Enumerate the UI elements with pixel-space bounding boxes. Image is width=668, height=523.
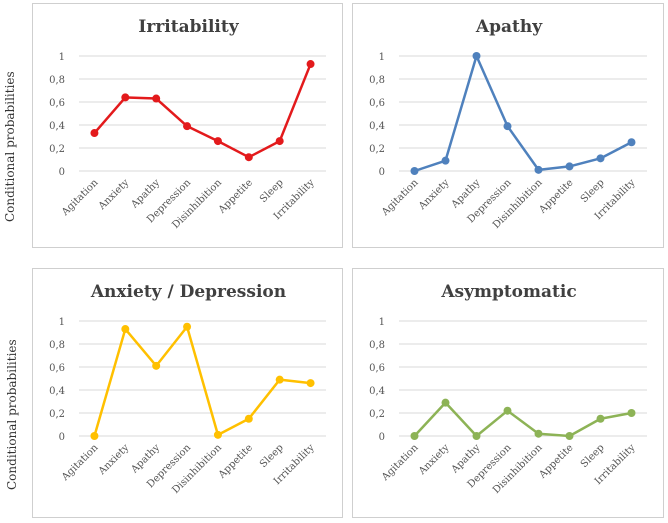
y-tick-label: 0,2 bbox=[369, 409, 385, 420]
x-category-label-anxiety: Anxiety bbox=[96, 442, 132, 478]
chart-panel-anxiety-depression: Anxiety / Depression 0 0,2 0,4 0,6 0,8 1 Agitat… bbox=[32, 268, 343, 518]
data-point-anxiety bbox=[121, 93, 130, 102]
data-point-disinhibition bbox=[213, 137, 222, 146]
chart-svg-asymptomatic: Asymptomatic 0 0,2 0,4 0,6 0,8 1 AgitationAnxie… bbox=[369, 282, 647, 496]
y-tick-label: 0,6 bbox=[49, 98, 65, 109]
data-point-depression bbox=[503, 122, 512, 131]
data-point-depression bbox=[183, 122, 192, 131]
data-point-sleep bbox=[596, 414, 605, 423]
chart-title: Irritability bbox=[138, 17, 239, 37]
series-line bbox=[413, 401, 632, 438]
x-category-label-agitation: Agitation bbox=[379, 177, 421, 219]
data-point-depression bbox=[183, 322, 192, 331]
data-point-disinhibition bbox=[213, 430, 222, 439]
chart-panel-asymptomatic: Asymptomatic 0 0,2 0,4 0,6 0,8 1 Agitation Anxie… bbox=[352, 268, 664, 518]
y-tick-label: 0,2 bbox=[49, 144, 65, 155]
x-category-label-agitation: Agitation bbox=[59, 442, 101, 484]
chart-title: Apathy bbox=[475, 17, 543, 37]
data-point-irritability bbox=[627, 409, 636, 417]
data-point-apathy bbox=[152, 94, 161, 103]
data-point-agitation bbox=[410, 432, 419, 440]
y-tick-label: 0,2 bbox=[369, 144, 385, 155]
y-tick-label: 0,8 bbox=[49, 340, 65, 351]
y-tick-label: 0 bbox=[59, 167, 65, 178]
y-tick-label: 0 bbox=[379, 167, 385, 178]
data-point-sleep bbox=[275, 375, 284, 384]
data-point-irritability bbox=[306, 379, 315, 388]
x-category-label-sleep: Sleep bbox=[579, 442, 607, 470]
y-tick-label: 0,6 bbox=[49, 363, 65, 374]
data-point-appetite bbox=[244, 414, 253, 423]
data-point-agitation bbox=[90, 129, 99, 138]
data-point-disinhibition bbox=[534, 165, 543, 174]
y-axis-label-bottom: Conditional probabilities bbox=[5, 339, 19, 490]
x-category-label-sleep: Sleep bbox=[579, 177, 607, 205]
data-point-appetite bbox=[565, 432, 574, 440]
data-point-sleep bbox=[275, 137, 284, 146]
chart-svg-apathy: Apathy00,20,40,60,81AgitationAnxietyApat… bbox=[369, 17, 647, 231]
x-category-label-sleep: Sleep bbox=[258, 177, 286, 205]
y-tick-label: 1 bbox=[379, 317, 385, 328]
chart-title: Asymptomatic bbox=[440, 282, 576, 302]
y-tick-label: 1 bbox=[379, 52, 385, 63]
y-tick-label: 0,6 bbox=[369, 98, 385, 109]
y-tick-label: 1 bbox=[59, 52, 65, 63]
data-point-apathy bbox=[472, 52, 481, 60]
x-category-label-agitation: Agitation bbox=[59, 177, 101, 219]
data-point-anxiety bbox=[441, 398, 450, 407]
chart-panel-apathy: Apathy 0 0,2 0,4 0,6 0,8 1 Agitation Anxiety Apat… bbox=[352, 3, 664, 248]
data-point-disinhibition bbox=[534, 429, 543, 438]
x-category-label-anxiety: Anxiety bbox=[416, 442, 452, 478]
data-point-appetite bbox=[565, 162, 574, 171]
data-point-agitation bbox=[90, 432, 99, 440]
chart-svg-anxiety-depression: Anxiety / Depression 0 0,2 0,4 0,6 0,8 1 Agitat… bbox=[49, 282, 326, 496]
y-tick-label: 0,8 bbox=[49, 75, 65, 86]
chart-title: Anxiety / Depression bbox=[90, 282, 286, 302]
series-line bbox=[93, 63, 312, 159]
x-category-label-anxiety: Anxiety bbox=[96, 177, 132, 213]
data-point-anxiety bbox=[441, 156, 450, 165]
data-point-depression bbox=[503, 406, 512, 415]
y-tick-label: 0,8 bbox=[369, 75, 385, 86]
y-tick-label: 1 bbox=[59, 317, 65, 328]
y-axis-label-top: Conditional probabilities bbox=[3, 71, 17, 222]
data-point-apathy bbox=[152, 361, 161, 370]
series-line bbox=[93, 325, 311, 437]
y-tick-label: 0,4 bbox=[49, 121, 65, 132]
x-category-label-sleep: Sleep bbox=[258, 442, 286, 470]
series-line bbox=[414, 54, 633, 173]
data-point-agitation bbox=[410, 167, 419, 175]
chart-panel-irritability: Irritability 0 0,2 0,4 0,6 0,8 1 Agitation Anxie… bbox=[32, 3, 343, 248]
y-tick-label: 0 bbox=[379, 432, 385, 443]
data-point-irritability bbox=[306, 60, 315, 69]
x-category-label-agitation: Agitation bbox=[379, 442, 421, 484]
y-tick-label: 0,4 bbox=[369, 121, 385, 132]
data-point-irritability bbox=[627, 138, 636, 147]
data-point-apathy bbox=[472, 432, 481, 440]
chart-svg-irritability: Irritability 0 0,2 0,4 0,6 0,8 1 AgitationAnxie… bbox=[49, 17, 326, 231]
y-tick-label: 0,8 bbox=[369, 340, 385, 351]
y-tick-label: 0,4 bbox=[49, 386, 65, 397]
data-point-anxiety bbox=[121, 325, 130, 334]
data-point-appetite bbox=[244, 153, 253, 162]
data-point-sleep bbox=[596, 154, 605, 163]
x-category-label-anxiety: Anxiety bbox=[416, 177, 452, 213]
y-tick-label: 0,6 bbox=[369, 363, 385, 374]
y-tick-label: 0 bbox=[59, 432, 65, 443]
y-tick-label: 0,4 bbox=[369, 386, 385, 397]
y-tick-label: 0,2 bbox=[49, 409, 65, 420]
